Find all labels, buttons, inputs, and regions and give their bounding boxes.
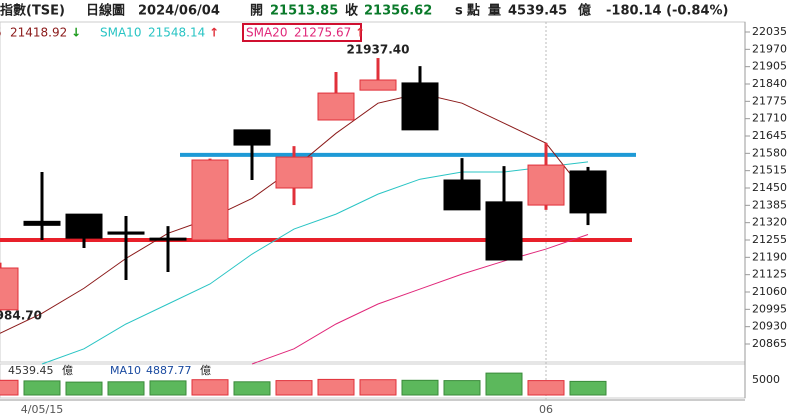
y-tick-label: 21515 bbox=[752, 164, 787, 177]
ma-line bbox=[41, 161, 589, 365]
legend-value: 21548.14 bbox=[148, 26, 205, 40]
price-panel bbox=[0, 21, 746, 363]
volume-bar bbox=[569, 380, 607, 396]
y-tick-label: 22035 bbox=[752, 25, 787, 38]
x-tick-label: 4/05/15 bbox=[21, 403, 63, 416]
volume-value: 4539.45 bbox=[508, 4, 567, 19]
legend-name: SMA10 bbox=[100, 26, 141, 40]
flag: s bbox=[455, 4, 463, 19]
volume-bar bbox=[65, 381, 103, 396]
candle-body bbox=[23, 220, 61, 226]
candle-body bbox=[359, 79, 397, 91]
y-tick-label: 21450 bbox=[752, 181, 787, 194]
y-tick-label: 21970 bbox=[752, 42, 787, 55]
open-value: 21513.85 bbox=[270, 4, 338, 19]
high-label: 21937.40 bbox=[346, 43, 409, 57]
open-label: 開 bbox=[250, 4, 263, 19]
volume-bar bbox=[485, 372, 523, 396]
y-tick-label: 20865 bbox=[752, 337, 787, 350]
title: 指數(TSE) bbox=[0, 3, 65, 19]
y-tick-label: 21385 bbox=[752, 198, 787, 211]
y-tick-label: 21840 bbox=[752, 77, 787, 90]
low-label: 20984.70 bbox=[0, 309, 42, 323]
candle-body bbox=[443, 179, 481, 211]
y-tick-label: 21645 bbox=[752, 129, 787, 142]
candle-body bbox=[485, 201, 523, 261]
candle-body bbox=[401, 82, 439, 131]
close-label: 收 bbox=[345, 3, 359, 19]
volume-label: 4539.45 bbox=[8, 364, 54, 377]
legend-trend: ↑ bbox=[209, 26, 219, 40]
volume-label: 量 bbox=[488, 4, 501, 19]
volume-ma-unit: 億 bbox=[200, 364, 211, 377]
ma-line bbox=[251, 234, 589, 365]
legend-box bbox=[242, 23, 362, 42]
change: -180.14 (-0.84%) bbox=[606, 4, 728, 19]
candle-body bbox=[191, 159, 229, 241]
volume-bar bbox=[191, 379, 229, 396]
volume-ma-value: 4887.77 bbox=[146, 364, 192, 377]
candle-body bbox=[275, 156, 313, 189]
legend-value: 21418.92 bbox=[10, 26, 67, 40]
volume-unit: 億 bbox=[578, 3, 591, 19]
y-tick-label: 21580 bbox=[752, 146, 787, 159]
legend-name: SMA5 bbox=[0, 26, 2, 40]
volume-bar bbox=[443, 380, 481, 396]
candle-body bbox=[569, 170, 607, 214]
date: 2024/06/04 bbox=[138, 4, 220, 19]
candle-body bbox=[317, 92, 355, 121]
legend-name: SMA20 bbox=[246, 26, 287, 40]
candle-body bbox=[65, 213, 103, 239]
volume-bar bbox=[401, 379, 439, 396]
y-tick-label: 21190 bbox=[752, 250, 787, 263]
volume-unit: 億 bbox=[62, 364, 73, 377]
y-tick-label: 21710 bbox=[752, 112, 787, 125]
volume-bar bbox=[275, 380, 313, 396]
y-tick-label: 21125 bbox=[752, 268, 787, 281]
unit: 點 bbox=[467, 3, 480, 19]
volume-ma-name: MA10 bbox=[110, 364, 141, 377]
y-tick-label: 21320 bbox=[752, 216, 787, 229]
volume-bar bbox=[233, 381, 271, 396]
volume-bar bbox=[359, 379, 397, 396]
header: 指數(TSE) 日線圖 2024/06/04 開 21513.85 收 2135… bbox=[0, 3, 728, 19]
y-tick-label: 20930 bbox=[752, 320, 787, 333]
candle-body bbox=[149, 237, 187, 241]
volume-bar bbox=[23, 380, 61, 396]
volume-bar bbox=[0, 379, 19, 396]
legend-value: 21275.67 bbox=[294, 26, 351, 40]
candle-body bbox=[527, 164, 565, 206]
y-tick-label: 20995 bbox=[752, 302, 787, 315]
period: 日線圖 bbox=[86, 3, 125, 19]
y-tick-label: 21060 bbox=[752, 285, 787, 298]
y-tick-label: 21775 bbox=[752, 94, 787, 107]
volume-bar bbox=[149, 380, 187, 396]
volume-bar bbox=[527, 380, 565, 396]
close-value: 21356.62 bbox=[364, 4, 432, 19]
x-tick-label: 06 bbox=[539, 403, 553, 416]
y-tick-label: 21255 bbox=[752, 233, 787, 246]
volume-bar bbox=[317, 378, 355, 396]
y-tick-label: 21905 bbox=[752, 60, 787, 73]
legend-trend: ↓ bbox=[71, 26, 81, 40]
legend-trend: ↑ bbox=[355, 26, 365, 40]
candle-body bbox=[233, 129, 271, 146]
candle-body bbox=[107, 231, 145, 235]
volume-tick-label: 5000 bbox=[752, 373, 780, 386]
candle-body bbox=[0, 267, 19, 311]
volume-bar bbox=[107, 381, 145, 396]
